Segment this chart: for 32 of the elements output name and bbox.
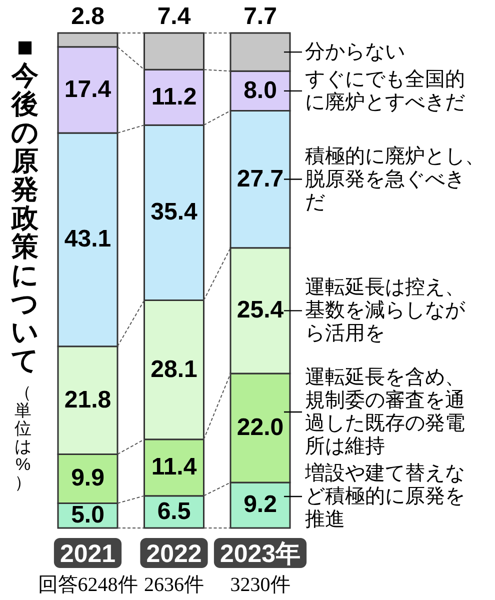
data-label: 7.4	[157, 3, 192, 30]
series-label: 増設や建て替えなど積極的に原発を推進	[304, 462, 465, 530]
data-label: 11.4	[151, 454, 198, 481]
text: 2636件	[144, 574, 204, 596]
data-label: 6.5	[157, 498, 191, 525]
x-tick-label: 2022	[146, 540, 202, 568]
data-label: 11.2	[151, 83, 197, 110]
data-label: 25.4	[236, 296, 284, 324]
data-label: 5.0	[71, 502, 104, 529]
data-label: 9.2	[244, 491, 277, 518]
data-label: 35.4	[150, 198, 198, 226]
data-label: 8.0	[244, 76, 277, 104]
text: 3230件	[230, 574, 290, 596]
series-label: 運転延長を含め、規制委の審査を通過した既存の発電所は維持	[305, 366, 465, 458]
series-label: 積極的に廃炉とし、脱原発を急ぐべきだ	[305, 145, 485, 214]
data-label: 7.7	[244, 3, 277, 30]
data-label: 27.7	[236, 165, 284, 192]
x-tick-label: 2023年	[220, 540, 301, 568]
data-label: 9.9	[71, 464, 104, 492]
series-label: 運転延長は控え、基数を減らしながら活用を	[305, 276, 466, 345]
series-label: すぐにでも全国的に廃炉とすべきだ	[305, 68, 465, 114]
data-label: 22.0	[236, 414, 284, 442]
data-label: 21.8	[64, 386, 112, 414]
text: （単位は%）	[14, 383, 32, 492]
data-label: 43.1	[64, 226, 112, 253]
data-label: 28.1	[150, 356, 198, 383]
series-label: 分からない	[305, 41, 405, 64]
data-label: 17.4	[64, 76, 112, 103]
text: 回答6248件	[38, 574, 138, 596]
chart-title: ■今後の原発政策について	[11, 32, 39, 376]
data-label: 2.8	[71, 3, 104, 30]
x-tick-label: 2021	[60, 540, 116, 568]
